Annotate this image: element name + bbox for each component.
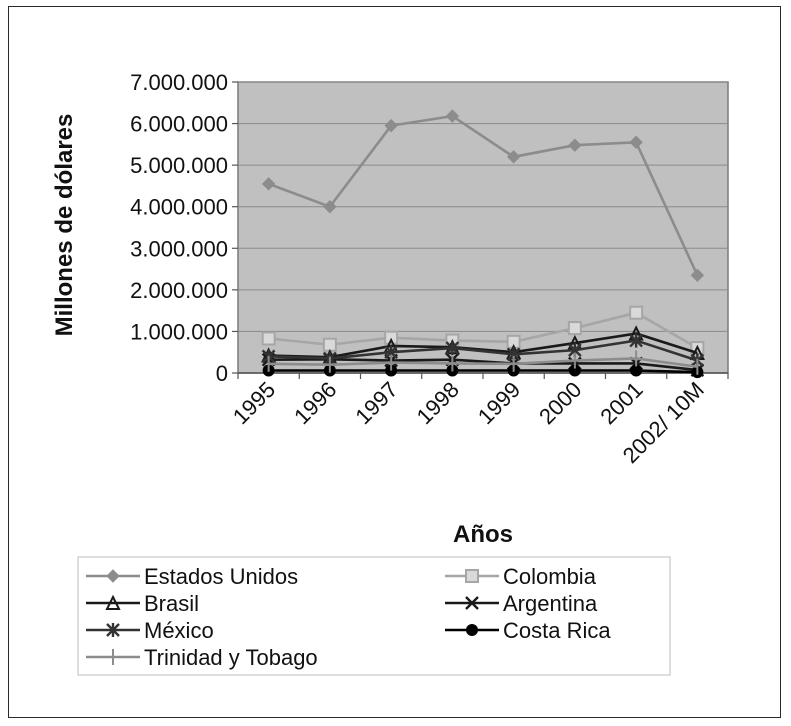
y-tick-label: 2.000.000 xyxy=(130,278,228,303)
series-lines xyxy=(261,109,705,379)
y-tick-label: 5.000.000 xyxy=(130,153,228,178)
series-line xyxy=(268,339,698,362)
y-tick-label: 4.000.000 xyxy=(130,195,228,220)
series-line xyxy=(268,114,699,276)
data-point xyxy=(568,364,581,377)
legend-label: México xyxy=(144,618,214,643)
legend-box xyxy=(77,556,671,676)
legend-label: Argentina xyxy=(503,591,598,616)
legend-label: Brasil xyxy=(144,591,199,616)
legend-marker xyxy=(106,623,120,637)
series-line xyxy=(268,357,698,369)
data-point xyxy=(445,109,460,123)
legend-label: Estados Unidos xyxy=(144,564,298,589)
legend-item: Estados Unidos xyxy=(86,564,298,589)
x-tick-label: 1997 xyxy=(350,377,402,429)
x-tick-label: 1995 xyxy=(228,377,280,429)
data-point xyxy=(322,337,337,352)
x-axis-label: Años xyxy=(453,521,513,548)
data-point xyxy=(445,341,460,356)
x-tick-label: 1996 xyxy=(289,377,341,429)
data-point xyxy=(261,177,276,191)
series-line xyxy=(268,332,698,359)
x-tick-label: 1999 xyxy=(473,377,525,429)
series-line xyxy=(268,369,698,374)
y-tick-label: 3.000.000 xyxy=(130,236,228,261)
data-point xyxy=(629,305,644,320)
legend-item: Colombia xyxy=(445,564,597,589)
legend-marker xyxy=(465,596,479,610)
data-point xyxy=(568,138,582,152)
series-line xyxy=(268,357,698,372)
gridlines xyxy=(238,81,728,332)
data-point xyxy=(384,118,398,133)
legend-item: Trinidad y Tobago xyxy=(86,645,318,670)
x-tick-label: 2000 xyxy=(534,377,586,429)
x-tick-label: 1998 xyxy=(412,377,464,429)
data-point xyxy=(629,333,643,348)
legend-item: Brasil xyxy=(86,591,199,616)
data-point xyxy=(630,364,643,377)
legend-label: Trinidad y Tobago xyxy=(144,645,318,670)
legend-item: México xyxy=(86,618,214,643)
data-point xyxy=(261,331,276,346)
data-point xyxy=(506,150,521,164)
y-tick-label: 0 xyxy=(216,361,228,386)
series-line xyxy=(268,311,699,350)
plot-area xyxy=(237,81,729,374)
legend-marker xyxy=(466,624,478,636)
legend-label: Colombia xyxy=(503,564,597,589)
data-point xyxy=(384,330,399,345)
y-axis-label: Millones de dólares xyxy=(51,114,78,337)
legend-label: Costa Rica xyxy=(503,618,611,643)
y-tick-label: 1.000.000 xyxy=(130,319,228,344)
series-trinidad-y-tobago xyxy=(267,350,699,375)
series-estados-unidos xyxy=(261,109,705,283)
data-point xyxy=(567,321,582,336)
legend-item: Argentina xyxy=(445,591,598,616)
legend-marker xyxy=(106,569,120,583)
legend-marker xyxy=(105,594,121,610)
legend: Estados Unidos Colombia Brasil Argentina Méx… xyxy=(77,556,671,676)
x-tick-label: 2001 xyxy=(595,377,647,429)
y-tick-label: 6.000.000 xyxy=(130,112,228,137)
data-point xyxy=(323,200,337,214)
data-point xyxy=(629,135,643,149)
data-point xyxy=(690,268,705,283)
legend-item: Costa Rica xyxy=(445,618,611,643)
y-tick-label: 7.000.000 xyxy=(130,70,228,95)
legend-marker xyxy=(465,569,479,583)
